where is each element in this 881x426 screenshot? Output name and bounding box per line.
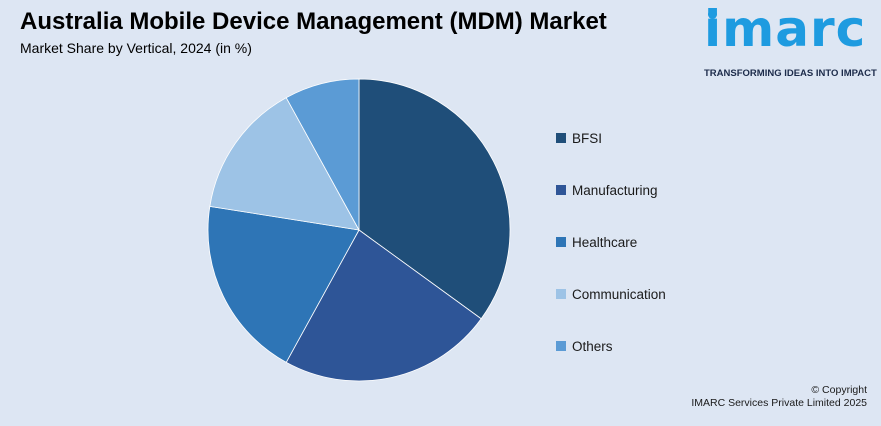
pie-slice-others xyxy=(285,78,360,231)
pie-slice-communication xyxy=(209,97,360,231)
legend-item-bfsi: BFSI xyxy=(556,112,666,164)
logo-wordmark: imarc xyxy=(704,0,867,58)
legend-item-manufacturing: Manufacturing xyxy=(556,164,666,216)
legend-swatch xyxy=(556,133,566,143)
pie-slice-healthcare xyxy=(207,205,360,363)
chart-title: Australia Mobile Device Management (MDM)… xyxy=(20,8,607,35)
legend-label: Healthcare xyxy=(572,234,638,250)
chart-legend: BFSI Manufacturing Healthcare Communication… xyxy=(556,112,666,372)
pie-slice-bfsi xyxy=(358,78,511,320)
copyright-company: IMARC Services Private Limited 2025 xyxy=(691,397,867,409)
legend-label: BFSI xyxy=(572,130,603,146)
legend-swatch xyxy=(556,185,566,195)
legend-item-communication: Communication xyxy=(556,268,666,320)
legend-label: Others xyxy=(572,338,613,354)
copyright-notice: © Copyright IMARC Services Private Limit… xyxy=(691,384,867,410)
logo-tagline: TRANSFORMING IDEAS INTO IMPACT xyxy=(704,68,877,79)
imarc-logo: imarc TRANSFORMING IDEAS INTO IMPACT xyxy=(700,0,877,86)
pie-slice-manufacturing xyxy=(285,229,482,382)
legend-label: Communication xyxy=(572,286,666,302)
legend-label: Manufacturing xyxy=(572,182,658,198)
chart-subtitle: Market Share by Vertical, 2024 (in %) xyxy=(20,40,252,56)
legend-swatch xyxy=(556,289,566,299)
legend-swatch xyxy=(556,237,566,247)
legend-item-healthcare: Healthcare xyxy=(556,216,666,268)
logo-dot-icon xyxy=(708,10,717,19)
legend-swatch xyxy=(556,341,566,351)
legend-item-others: Others xyxy=(556,320,666,372)
copyright-line: © Copyright xyxy=(811,384,867,396)
